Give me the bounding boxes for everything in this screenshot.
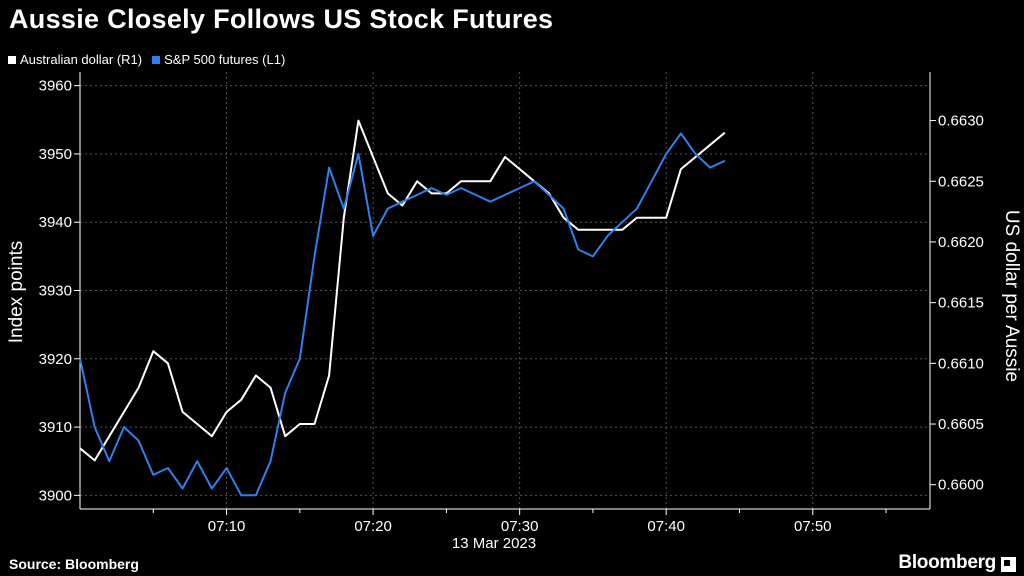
- y-left-tick-label: 3950: [39, 146, 72, 163]
- y-right-tick-label: 0.6630: [938, 113, 984, 130]
- x-tick-label: 07:10: [208, 518, 246, 535]
- x-tick-label: 07:40: [647, 518, 685, 535]
- chart-axes: [74, 72, 936, 515]
- y-right-tick-label: 0.6615: [938, 295, 984, 312]
- source-note: Source: Bloomberg: [9, 556, 139, 572]
- x-tick-label: 07:30: [501, 518, 539, 535]
- y-left-tick-label: 3960: [39, 78, 72, 95]
- y-left-tick-label: 3930: [39, 283, 72, 300]
- y-axis-left-title: Index points: [6, 241, 27, 343]
- y-axis-right-title: US dollar per Aussie: [1001, 210, 1022, 382]
- legend-label-spx: S&P 500 futures (L1): [164, 52, 286, 67]
- legend-item-aud: Australian dollar (R1): [8, 52, 142, 67]
- y-left-tick-label: 3900: [39, 487, 72, 504]
- x-axis-date-label: 13 Mar 2023: [452, 535, 536, 552]
- legend-item-spx: S&P 500 futures (L1): [152, 52, 285, 67]
- y-right-tick-label: 0.6600: [938, 477, 984, 494]
- brand-logo-text: Bloomberg: [898, 552, 996, 573]
- y-left-tick-label: 3910: [39, 419, 72, 436]
- x-tick-label: 07:50: [794, 518, 832, 535]
- legend-swatch-spx: [152, 55, 161, 64]
- y-right-tick-label: 0.6610: [938, 355, 984, 372]
- y-left-tick-label: 3920: [39, 351, 72, 368]
- legend-swatch-aud: [8, 55, 16, 64]
- y-right-tick-label: 0.6625: [938, 173, 984, 190]
- brand-logo-icon: [1001, 557, 1016, 572]
- grid-lines: [80, 72, 930, 509]
- chart-series: [79, 119, 726, 497]
- tick-labels: 3900 3910 3920 3930 3940 3950 3960 0.6600 0.6605…: [39, 78, 984, 535]
- legend-label-aud: Australian dollar (R1): [20, 52, 143, 67]
- chart-title: Aussie Closely Follows US Stock Futures: [9, 4, 554, 34]
- y-right-tick-label: 0.6620: [938, 234, 984, 251]
- y-right-tick-label: 0.6605: [938, 416, 984, 433]
- series-line-aud: [79, 119, 726, 462]
- x-tick-label: 07:20: [354, 518, 392, 535]
- y-left-tick-label: 3940: [39, 214, 72, 231]
- series-line-spx: [79, 132, 726, 497]
- chart-legend: Australian dollar (R1) S&P 500 futures (…: [8, 52, 295, 67]
